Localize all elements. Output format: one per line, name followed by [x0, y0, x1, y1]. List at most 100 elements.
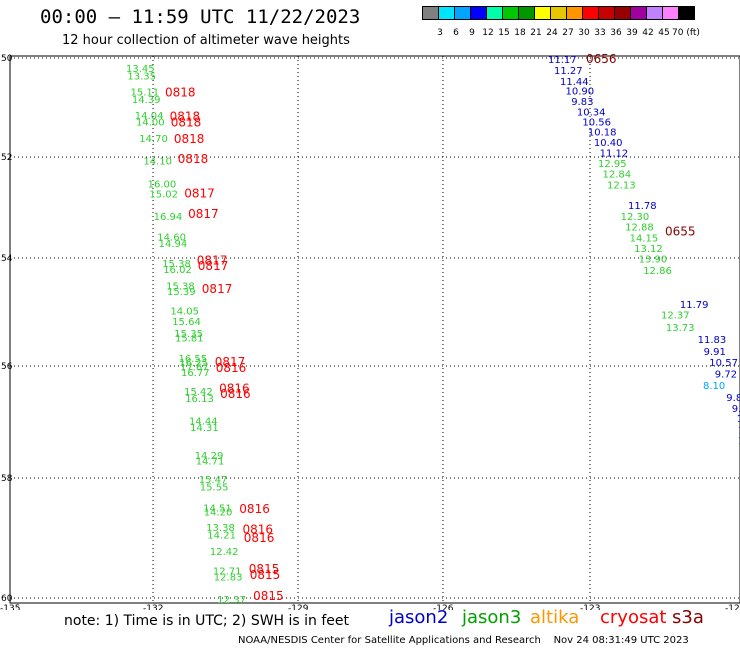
wave-height-label: 14.29 [195, 451, 224, 462]
pass-time-label: 0818 [174, 132, 205, 146]
wave-height-label: 14.60 [157, 232, 186, 243]
colorbar-label: 30 [578, 28, 590, 38]
wave-height-label: 14.21 [207, 530, 236, 541]
colorbar-label: 24 [546, 28, 558, 38]
wave-height-label: 15.64 [172, 317, 201, 328]
wave-height-label: 12.42 [210, 547, 239, 558]
pass-time-label: 0817 [188, 207, 219, 221]
wave-height-label: 14.94 [159, 239, 188, 250]
wave-height-label: 16.13 [185, 394, 214, 405]
x-tick-label: -132 [143, 604, 163, 610]
wave-height-label: 12.88 [625, 223, 654, 234]
pass-time-label: 0655 [665, 225, 696, 239]
colorbar-label: 9 [469, 28, 475, 38]
wave-height-label: 15.39 [167, 287, 196, 298]
wave-height-label: 11.78 [628, 201, 657, 212]
map-frame [9, 55, 740, 604]
y-tick-label: 58 [1, 474, 13, 484]
wave-height-label: 9.75 [732, 404, 740, 415]
pass-time-label: 0818 [171, 115, 202, 129]
wave-height-label: 15.55 [200, 482, 229, 493]
wave-height-label: 14.31 [190, 423, 219, 434]
wave-height-label: 12.30 [621, 212, 650, 223]
wave-height-label: 14.05 [170, 306, 199, 317]
wave-height-label: 13.12 [634, 244, 663, 255]
pass-time-label: 0817 [202, 282, 233, 296]
wave-height-label: 14.00 [136, 117, 165, 128]
wave-height-label: 16.25 [179, 358, 208, 369]
satellite-legend-cryosat: cryosat [600, 607, 667, 628]
colorbar-label: 42 [642, 28, 654, 38]
wave-height-label: 12.71 [213, 566, 242, 577]
wave-height-label: 8.10 [703, 381, 725, 392]
colorbar-label: 21 [530, 28, 542, 38]
x-tick-label: -135 [0, 604, 20, 610]
pass-time-label: 0815 [250, 568, 281, 582]
page-subtitle: 12 hour collection of altimeter wave hei… [62, 33, 350, 48]
colorbar-label: 45 [658, 28, 670, 38]
y-tick-label: 56 [1, 362, 13, 372]
y-tick-label: 50 [1, 54, 13, 64]
wave-height-label: 10.40 [594, 138, 623, 149]
wave-height-label: 15.47 [199, 475, 228, 486]
wave-height-label: 10.56 [582, 117, 611, 128]
pass-time-label: 0816 [239, 502, 270, 516]
wave-height-label: 11.4 [738, 425, 740, 436]
wave-height-label: 16.77 [181, 368, 210, 379]
wave-height-label: 10 [738, 436, 740, 447]
wave-height-label: 9.72 [715, 369, 737, 380]
wave-height-label: 17.67 [180, 363, 209, 374]
x-tick-label: -129 [288, 604, 309, 610]
wave-height-label: 11.83 [698, 335, 727, 346]
satellite-legend-jason2: jason2 [389, 607, 449, 628]
wave-height-label: 11.79 [680, 300, 709, 311]
wave-height-label: 12.84 [603, 170, 632, 181]
y-tick-label: 52 [1, 153, 12, 163]
colorbar-label: 15 [498, 28, 510, 38]
colorbar-label: 36 [610, 28, 622, 38]
pass-time-label: 0817 [198, 259, 229, 273]
wave-height-label: 13.35 [127, 71, 156, 82]
colorbar-label: 27 [562, 28, 574, 38]
wave-height-label: 12.95 [598, 159, 627, 170]
wave-height-label: 15.35 [174, 329, 203, 340]
page-title: 00:00 – 11:59 UTC 11/22/2023 [40, 6, 361, 28]
x-tick-label: -12 [725, 604, 740, 610]
colorbar-label: 3 [437, 28, 443, 38]
wave-height-label: 14.10 [143, 157, 172, 168]
footnote: note: 1) Time is in UTC; 2) SWH is in fe… [64, 613, 350, 629]
wave-height-label: 15.38 [166, 282, 195, 293]
colorbar-label: 12 [482, 28, 494, 38]
colorbar-label: 70 (ft) [672, 28, 700, 38]
colorbar-label: 18 [514, 28, 526, 38]
colorbar-label: 6 [453, 28, 459, 38]
pass-time-label: 0818 [178, 152, 209, 166]
satellite-legend-s3a: s3a [672, 607, 704, 628]
wave-height-label: 11.17 [548, 55, 577, 66]
wave-height-label: 13.90 [639, 255, 668, 266]
wave-height-label: 10.90 [566, 87, 595, 98]
wave-height-label: 15.38 [162, 259, 191, 270]
pass-time-label: 0815 [253, 589, 284, 603]
wave-height-label: 16.02 [163, 265, 192, 276]
colorbar-label: 33 [594, 28, 606, 38]
wave-height-label: 9.91 [704, 347, 726, 358]
x-tick-label: -126 [433, 604, 454, 610]
pass-time-label: 0816 [244, 531, 275, 545]
colorbar-label: 39 [626, 28, 638, 38]
satellite-legend-jason3: jason3 [462, 607, 522, 628]
wave-height-label: 15.42 [184, 387, 213, 398]
wave-height-label: 10.64 [737, 414, 740, 425]
colorbar-swatch [678, 6, 695, 20]
pass-time-label: 0816 [219, 381, 250, 395]
wave-height-label: 10.57 [709, 358, 738, 369]
pass-time-label: 0817 [184, 186, 215, 200]
wave-height-label: 11.27 [554, 66, 583, 77]
wave-height-label: 11.12 [600, 149, 629, 160]
wave-height-label: 12.37 [661, 311, 690, 322]
wave-height-label: 13.73 [666, 323, 695, 334]
color-legend: 3 6 9 12 15 18 21 24 27 30 33 36 39 42 45 70 (ft) [422, 6, 700, 38]
wave-height-label: 12.86 [643, 266, 672, 277]
wave-height-label: 10.34 [577, 108, 606, 119]
wave-height-label: 14.44 [189, 416, 218, 427]
